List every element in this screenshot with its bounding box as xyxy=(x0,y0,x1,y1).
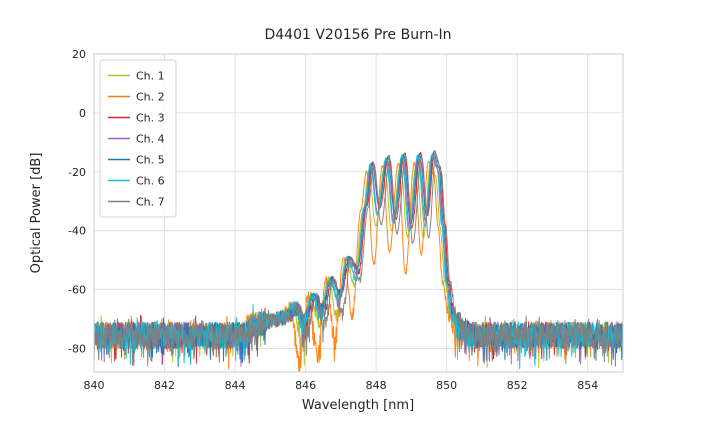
x-tick-label: 848 xyxy=(366,379,387,392)
y-tick-label: 0 xyxy=(79,107,86,120)
y-axis-label: Optical Power [dB] xyxy=(29,153,44,274)
legend-box xyxy=(99,59,177,218)
plot-frame xyxy=(93,53,624,373)
x-tick-label: 844 xyxy=(225,379,246,392)
series-ch-6 xyxy=(94,154,623,370)
chart-title: D4401 V20156 Pre Burn-In xyxy=(264,27,451,43)
legend-label: Ch. 7 xyxy=(136,196,165,209)
legend-item: Ch. 5 xyxy=(108,154,165,167)
x-tick-label: 842 xyxy=(154,379,175,392)
plot-background xyxy=(94,54,623,372)
legend-item: Ch. 1 xyxy=(108,70,165,83)
legend-label: Ch. 6 xyxy=(136,175,165,188)
y-tick-label: -80 xyxy=(68,342,86,355)
legend-item: Ch. 6 xyxy=(108,175,165,188)
plot-area: 840 842 844 846 848 850 852 854 20 0 -20 -40 -60 -80 xyxy=(68,48,624,392)
legend: Ch. 1 Ch. 2 Ch. 3 Ch. 4 Ch. 5 Ch. 6 Ch. 7 xyxy=(99,59,177,218)
legend-label: Ch. 3 xyxy=(136,112,165,125)
x-tick-label: 840 xyxy=(84,379,105,392)
x-tick-label: 846 xyxy=(295,379,316,392)
y-tick-label: -60 xyxy=(68,284,86,297)
legend-item: Ch. 7 xyxy=(108,196,165,209)
legend-label: Ch. 1 xyxy=(136,70,165,83)
legend-item: Ch. 2 xyxy=(108,91,165,104)
legend-label: Ch. 4 xyxy=(136,133,165,146)
series-ch-7 xyxy=(94,154,623,367)
x-tick-label: 850 xyxy=(436,379,457,392)
x-tick-label: 854 xyxy=(577,379,598,392)
series-lines xyxy=(94,150,623,372)
legend-label: Ch. 5 xyxy=(136,154,165,167)
y-tick-label: -20 xyxy=(68,166,86,179)
legend-label: Ch. 2 xyxy=(136,91,165,104)
legend-item: Ch. 3 xyxy=(108,112,165,125)
x-tick-label: 852 xyxy=(507,379,528,392)
y-tick-label: 20 xyxy=(72,48,86,61)
x-axis-label: Wavelength [nm] xyxy=(302,398,414,413)
legend-item: Ch. 4 xyxy=(108,133,165,146)
y-tick-label: -40 xyxy=(68,225,86,238)
